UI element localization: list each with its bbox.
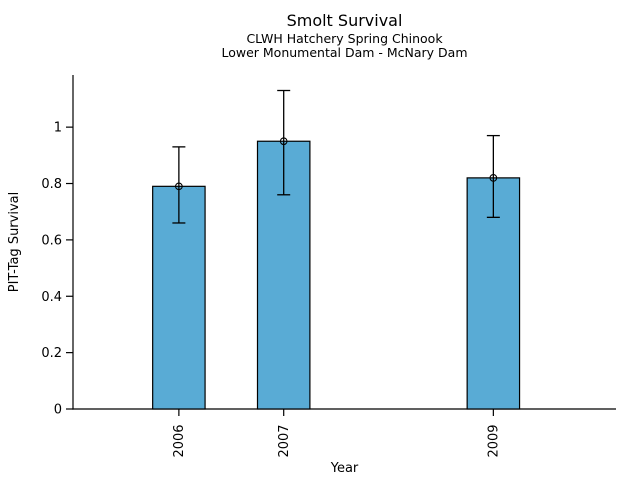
point-marker bbox=[279, 137, 288, 146]
x-axis-label: Year bbox=[330, 461, 359, 476]
y-tick-label: 0.4 bbox=[41, 290, 62, 305]
chart-subtitle-line2: Lower Monumental Dam - McNary Dam bbox=[221, 45, 468, 60]
point-marker bbox=[489, 174, 498, 182]
chart-title: Smolt Survival bbox=[286, 11, 403, 30]
point-marker bbox=[175, 182, 183, 191]
x-tick-label: 2009 bbox=[487, 424, 502, 457]
y-tick-label: 1 bbox=[54, 121, 62, 136]
chart-subtitle-line1: CLWH Hatchery Spring Chinook bbox=[246, 31, 443, 46]
y-tick-label: 0.6 bbox=[41, 233, 62, 248]
x-tick-label: 2007 bbox=[277, 424, 292, 457]
y-tick-label: 0.8 bbox=[41, 177, 62, 192]
x-tick-label: 2006 bbox=[172, 424, 187, 457]
y-tick-label: 0.2 bbox=[41, 346, 62, 361]
y-tick-label: 0 bbox=[54, 403, 62, 418]
